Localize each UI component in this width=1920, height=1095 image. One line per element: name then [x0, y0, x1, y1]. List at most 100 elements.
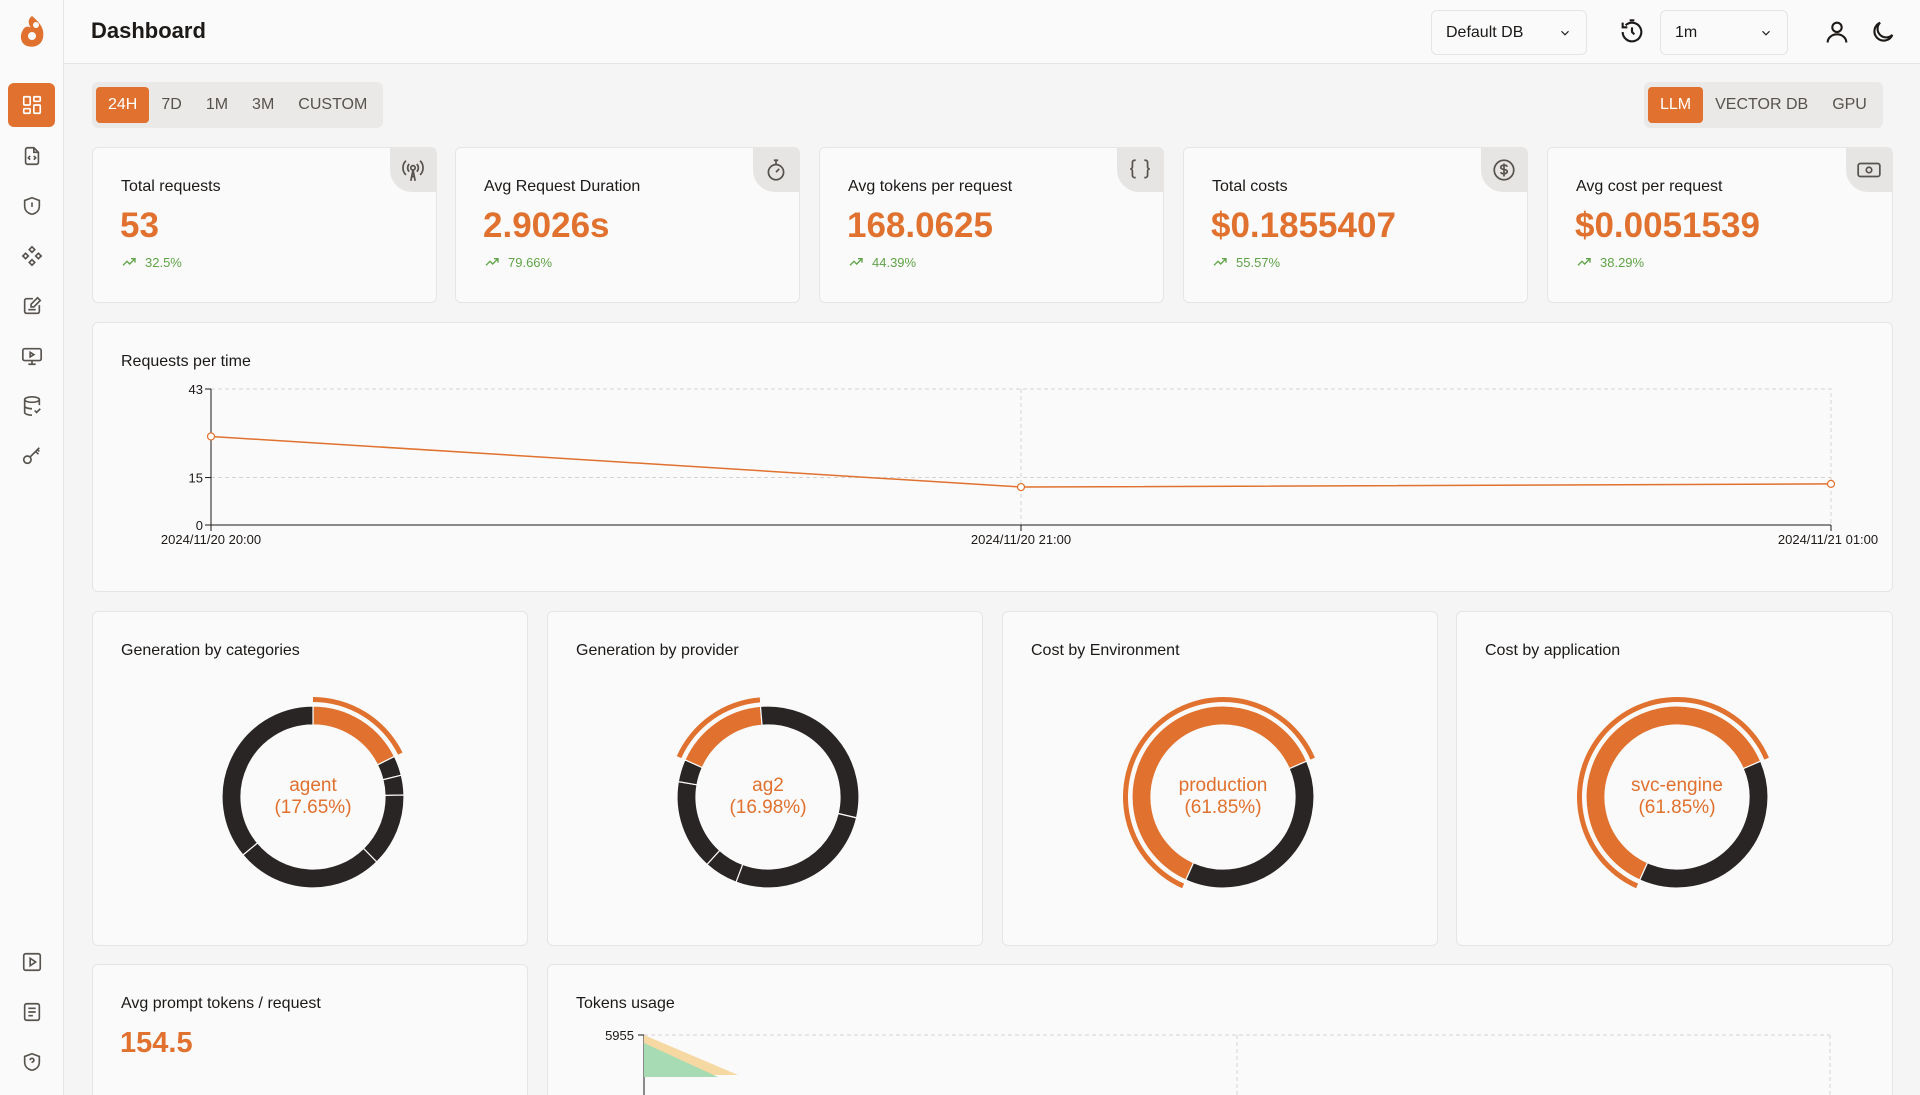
type-filter-llm[interactable]: LLM: [1648, 87, 1704, 123]
sidebar-item-security[interactable]: [8, 1040, 55, 1084]
key-icon: [22, 447, 40, 465]
stat-card-total-requests: Total requests 53 32.5%: [92, 147, 437, 303]
avg-prompt-tokens-card: Avg prompt tokens / request 154.5: [92, 964, 528, 1095]
banknote-icon: [1846, 148, 1892, 192]
stopwatch-icon: [753, 148, 799, 192]
donut-card-application: Cost by application svc-engine (61.85%): [1456, 611, 1893, 946]
y-tick-label: 0: [196, 518, 203, 533]
sidebar-item-docs[interactable]: [8, 990, 55, 1034]
donut-slice[interactable]: [242, 842, 378, 889]
stat-value: 2.9026s: [483, 206, 610, 245]
stat-trend: 55.57%: [1212, 254, 1280, 270]
stat-value: 154.5: [120, 1027, 193, 1059]
stat-title: Total requests: [121, 178, 221, 195]
tokens-usage-chart: 5955: [605, 1028, 1831, 1095]
donut-slice[interactable]: [221, 705, 314, 856]
sidebar-item-prompts[interactable]: [8, 284, 55, 328]
donut-slice[interactable]: [1585, 705, 1762, 881]
donut-slice[interactable]: [1131, 705, 1308, 881]
donut-center-pct: (61.85%): [1184, 797, 1262, 818]
donut-slice[interactable]: [684, 705, 763, 769]
moon-icon[interactable]: [1869, 18, 1897, 46]
requests-line-chart: 0 15 43 2024/11/20 20:00 2024/11/20 21:00 202…: [161, 382, 1878, 547]
donut-center-label: agent: [289, 775, 337, 796]
sidebar-item-database[interactable]: [8, 384, 55, 428]
donut-center-pct: (61.85%): [1638, 797, 1716, 818]
shield-question-icon: [23, 1052, 40, 1072]
stat-trend-value: 38.29%: [1600, 254, 1645, 270]
donut-slice[interactable]: [312, 705, 396, 766]
donut-slice[interactable]: [735, 812, 858, 889]
donut-chart: agent (17.65%): [198, 682, 428, 912]
stat-value: 53: [120, 206, 159, 245]
dashboard-icon: [22, 95, 41, 115]
chart-title: Tokens usage: [576, 995, 675, 1012]
sidebar-item-api-keys[interactable]: [8, 434, 55, 478]
stat-title: Total costs: [1212, 178, 1288, 195]
stat-trend: 38.29%: [1576, 254, 1644, 270]
stat-trend-value: 79.66%: [508, 254, 553, 270]
sidebar-item-exceptions[interactable]: [8, 184, 55, 228]
stat-trend: 79.66%: [484, 254, 552, 270]
sidebar-item-requests[interactable]: [8, 134, 55, 178]
data-point[interactable]: [1016, 482, 1026, 492]
stat-trend: 32.5%: [121, 254, 182, 270]
type-filter-vector-db[interactable]: VECTOR DB: [1715, 96, 1809, 113]
donut-slice[interactable]: [1638, 760, 1769, 889]
stat-card-avg-tokens: Avg tokens per request 168.0625 44.39%: [819, 147, 1164, 303]
stat-title: Avg cost per request: [1576, 178, 1723, 195]
document-icon: [23, 1002, 40, 1022]
sidebar-item-openground[interactable]: [8, 234, 55, 278]
chart-title: Generation by categories: [121, 642, 300, 659]
top-header: Dashboard Default DB 1m: [64, 0, 1920, 64]
sidebar-item-evaluations[interactable]: [8, 334, 55, 378]
sidebar-item-demo[interactable]: [8, 940, 55, 984]
donut-card-environment: Cost by Environment production (61.85%): [1002, 611, 1438, 946]
page-title: Dashboard: [91, 18, 206, 43]
donut-slice[interactable]: [1184, 760, 1315, 889]
app-logo[interactable]: [17, 14, 47, 50]
stat-value: 168.0625: [847, 206, 993, 245]
chart-title: Cost by Environment: [1031, 642, 1180, 659]
stat-title: Avg tokens per request: [848, 178, 1013, 195]
notebook-pen-icon: [23, 296, 41, 315]
stat-card-avg-duration: Avg Request Duration 2.9026s 79.66%: [455, 147, 800, 303]
stat-card-total-costs: Total costs $0.1855407 55.57%: [1183, 147, 1528, 303]
stat-trend-value: 55.57%: [1236, 254, 1281, 270]
donut-chart: production (61.85%): [1108, 682, 1338, 912]
refresh-interval-value: 1m: [1675, 23, 1698, 41]
stat-card-avg-cost: Avg cost per request $0.0051539 38.29%: [1547, 147, 1893, 303]
broadcast-icon: [390, 148, 436, 192]
donut-center-pct: (17.65%): [274, 797, 352, 818]
time-filter-24h[interactable]: 24H: [96, 87, 150, 123]
trending-up-icon: [485, 258, 499, 266]
time-filter-1m[interactable]: 1M: [205, 96, 229, 113]
donut-center-label: ag2: [752, 775, 784, 796]
donut-center-label: production: [1178, 775, 1268, 796]
database-select-value: Default DB: [1446, 23, 1524, 41]
sidebar-item-dashboard[interactable]: [8, 83, 55, 127]
shield-alert-icon: [23, 196, 40, 216]
time-filter-custom[interactable]: CUSTOM: [298, 96, 368, 113]
donut-center-pct: (16.98%): [729, 797, 807, 818]
components-icon: [21, 245, 42, 267]
refresh-timer-icon[interactable]: [1618, 18, 1646, 46]
user-icon[interactable]: [1823, 18, 1851, 46]
refresh-interval-select[interactable]: 1m: [1660, 10, 1788, 55]
chart-title: Cost by application: [1485, 642, 1621, 659]
dollar-icon: [1481, 148, 1527, 192]
database-select[interactable]: Default DB: [1431, 10, 1587, 55]
type-filter: LLM VECTOR DB GPU: [1644, 82, 1883, 128]
stat-value: $0.1855407: [1211, 206, 1396, 245]
time-filter-3m[interactable]: 3M: [252, 96, 275, 113]
stat-title: Avg Request Duration: [484, 178, 641, 195]
trending-up-icon: [1213, 258, 1227, 266]
trending-up-icon: [122, 258, 136, 266]
type-filter-gpu[interactable]: GPU: [1832, 96, 1867, 113]
data-point[interactable]: [206, 432, 216, 441]
data-point[interactable]: [1826, 479, 1836, 488]
monitor-play-icon: [21, 347, 42, 366]
time-filter-7d[interactable]: 7D: [161, 96, 182, 113]
braces-icon: [1117, 148, 1163, 192]
stat-trend: 44.39%: [848, 254, 916, 270]
